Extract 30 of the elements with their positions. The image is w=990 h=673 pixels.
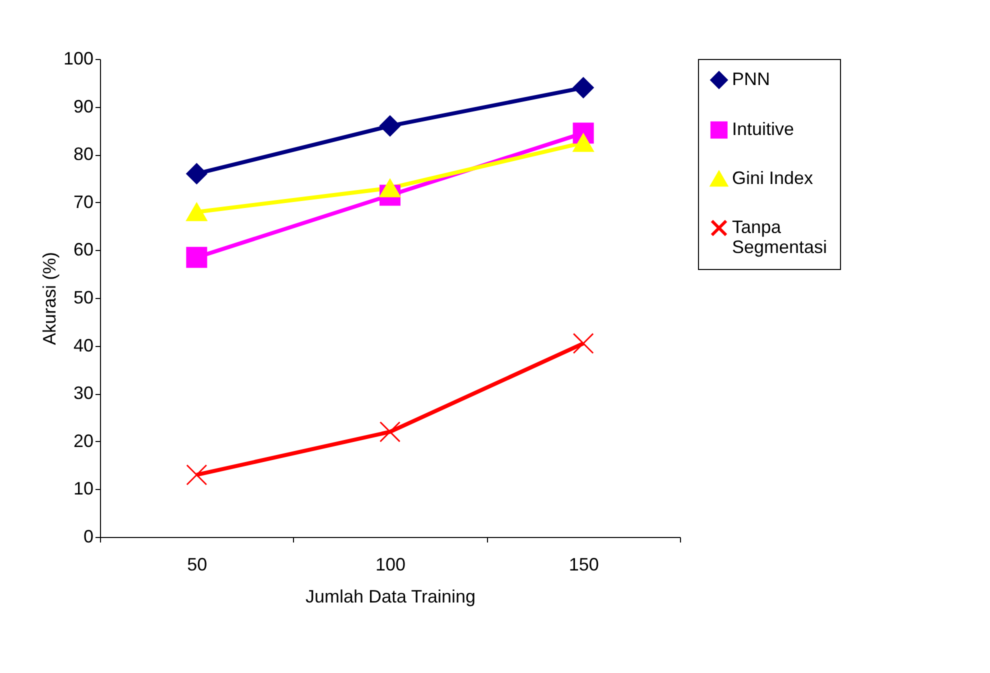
y-tick-label: 50	[73, 288, 94, 308]
point	[572, 332, 594, 354]
y-tick-label: 60	[73, 240, 94, 260]
x-tick-label: 150	[568, 554, 599, 574]
y-tick-label: 70	[73, 192, 94, 212]
point	[380, 421, 400, 442]
y-tick-label: 30	[73, 383, 94, 404]
point	[380, 115, 400, 136]
point	[186, 464, 208, 486]
y-tick-label: 80	[73, 144, 94, 164]
y-tick-label: 90	[73, 96, 94, 116]
legend-label: Tanpa Segmentasi	[732, 217, 828, 257]
y-tick-label: 10	[73, 478, 94, 499]
legend-label: Gini Index	[732, 168, 814, 188]
y-tick-label: 100	[63, 48, 94, 68]
point	[380, 178, 400, 198]
legend-label: PNN	[732, 69, 770, 89]
x-axis-title: Jumlah Data Training	[305, 586, 476, 606]
x-tick-label: 100	[375, 554, 406, 574]
point	[572, 133, 594, 152]
y-tick-label: 40	[73, 335, 94, 356]
point	[186, 202, 208, 222]
point	[186, 163, 208, 184]
point	[572, 77, 594, 98]
x-tick-label: 50	[187, 554, 208, 574]
y-axis-title: Akurasi (%)	[39, 252, 60, 346]
y-tick-label: 0	[83, 526, 94, 546]
point	[186, 246, 208, 268]
legend-label: Intuitive	[732, 119, 794, 139]
y-tick-label: 20	[73, 430, 94, 451]
